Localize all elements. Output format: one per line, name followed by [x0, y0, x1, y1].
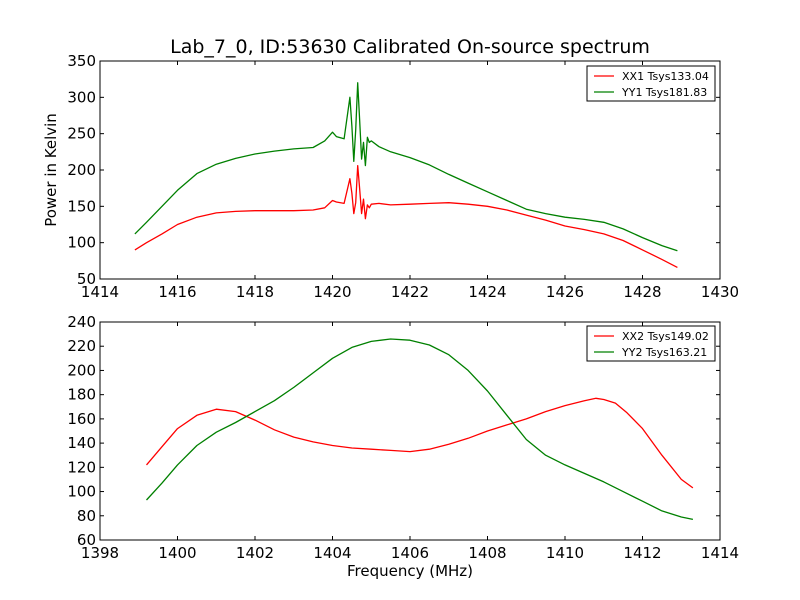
chart-panels: 1414 1416 1418 1420 1422 1424 1426 1428 1430 50 10… [42, 52, 739, 580]
series-line-2-2 [146, 338, 694, 521]
legend: XX2 Tsys149.02 YY2 Tsys163.21 [586, 325, 716, 362]
y-tick-label: 80 [77, 507, 96, 525]
legend-box [586, 65, 716, 102]
x-tick-label: 1422 [391, 283, 429, 301]
x-tick-label: 1426 [546, 283, 584, 301]
y-tick-label: 240 [67, 313, 96, 331]
legend: XX1 Tsys133.04 YY1 Tsys181.83 [586, 65, 716, 102]
legend-label: XX2 Tsys149.02 [622, 330, 709, 343]
y-tick-label: 60 [77, 531, 96, 549]
legend-label: XX1 Tsys133.04 [622, 70, 709, 83]
y-tick-label: 140 [67, 434, 96, 452]
x-tick-label: 1400 [158, 544, 196, 562]
x-tick-label: 1414 [81, 283, 119, 301]
x-tick-label: 1414 [701, 544, 739, 562]
y-tick-label: 180 [67, 386, 96, 404]
x-tick-label: 1416 [158, 283, 196, 301]
y-tick-label: 100 [67, 483, 96, 501]
chart-panel-2: 1398 1400 1402 1404 1406 1408 1410 1412 1414 60 80… [67, 313, 739, 580]
y-tick-label: 50 [77, 270, 96, 288]
chart-panel-1: 1414 1416 1418 1420 1422 1424 1426 1428 1430 50 10… [42, 52, 739, 301]
series-line-2-1 [146, 397, 694, 489]
x-tick-label: 1430 [701, 283, 739, 301]
x-tick-label: 1424 [468, 283, 506, 301]
series-line-1-2 [134, 82, 678, 252]
figure-title: Lab_7_0, ID:53630 Calibrated On-source s… [170, 36, 650, 58]
y-tick-label: 220 [67, 337, 96, 355]
x-tick-label: 1408 [468, 544, 506, 562]
y-tick-label: 120 [67, 458, 96, 476]
y-tick-label: 200 [67, 361, 96, 379]
x-tick-label: 1404 [313, 544, 351, 562]
y-tick-label: 100 [67, 234, 96, 252]
x-tick-label: 1410 [546, 544, 584, 562]
x-tick-label: 1412 [623, 544, 661, 562]
x-tick-label: 1398 [81, 544, 119, 562]
x-tick-label: 1418 [236, 283, 274, 301]
x-axis-label: Frequency (MHz) [347, 562, 473, 580]
y-tick-label: 200 [67, 161, 96, 179]
y-tick-label: 160 [67, 410, 96, 428]
y-tick-label: 150 [67, 197, 96, 215]
y-tick-label: 300 [67, 88, 96, 106]
x-tick-label: 1420 [313, 283, 351, 301]
legend-box [586, 325, 716, 362]
legend-label: YY1 Tsys181.83 [621, 86, 707, 99]
y-tick-label: 250 [67, 125, 96, 143]
y-tick-label: 350 [67, 52, 96, 70]
legend-label: YY2 Tsys163.21 [621, 346, 707, 359]
series-line-1-1 [134, 164, 678, 268]
x-tick-label: 1402 [236, 544, 274, 562]
x-tick-label: 1428 [623, 283, 661, 301]
y-axis-label: Power in Kelvin [42, 113, 60, 227]
x-tick-label: 1406 [391, 544, 429, 562]
